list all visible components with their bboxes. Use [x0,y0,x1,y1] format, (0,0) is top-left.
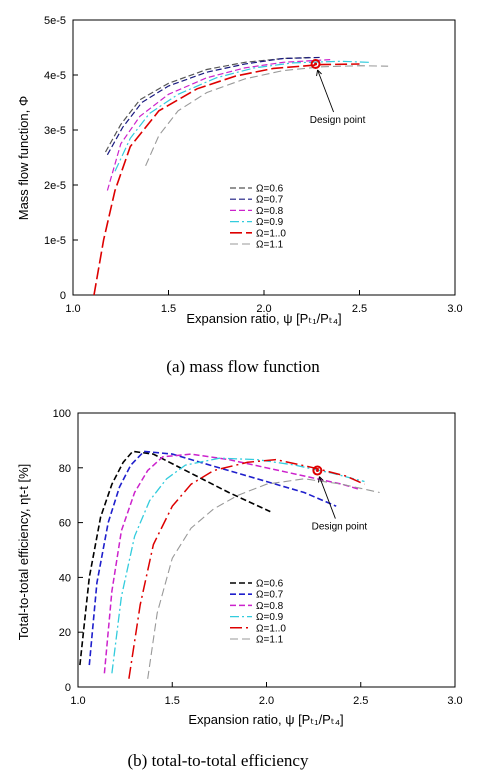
y-tick-label: 100 [53,408,71,420]
design-point-arrow [317,69,334,113]
series-lines [93,56,389,296]
y-tick-label: 3e-5 [44,125,66,137]
arrow-head [316,69,322,77]
design-point-arrow [318,476,336,519]
y-tick-label: 20 [59,627,71,639]
y-tick-label: 0 [60,290,66,302]
y-tick-label: 80 [59,463,71,475]
y-tick-label: 40 [59,572,71,584]
x-tick-label: 1.5 [161,303,176,315]
legend-label: Ω=1.1 [256,240,284,251]
series-line-0 [79,450,271,666]
legend-label: Ω=0.9 [256,217,284,228]
y-axis-label: Total-to-total efficiency, ηt-t [%] [16,464,31,641]
x-tick-label: 1.5 [165,695,180,707]
y-axis-ticks: 0 20 40 60 80 100 [53,408,83,694]
x-axis-label: Expansion ratio, ψ [Pₜ₁/Pₜ₄] [186,311,341,326]
series-line-3 [111,457,365,674]
series-line-5 [145,65,389,167]
legend-label: Ω=1.1 [256,635,284,646]
x-tick-label: 1.0 [70,695,85,707]
y-tick-label: 2e-5 [44,180,66,192]
legend: Ω=0.6Ω=0.7Ω=0.8Ω=0.9Ω=1..0Ω=1.1 [230,184,286,251]
series-line-0 [104,56,312,153]
x-axis-ticks: 1.0 1.5 2.0 2.5 3.0 [70,682,463,707]
x-tick-label: 1.0 [65,303,80,315]
design-point-dot [314,62,318,66]
y-axis-label: Mass flow function, Φ [16,96,31,221]
series-line-4 [128,458,365,679]
legend-label: Ω=0.7 [256,195,284,206]
x-tick-label: 2.5 [353,695,368,707]
design-point-label: Design point [310,115,366,126]
design-point-label: Design point [312,522,368,533]
design-point-annotation: Design point [312,465,368,533]
mass-flow-chart: 1.0 1.5 2.0 2.5 3.0 0 1e-5 2e-5 3e-5 4e-5 5e-5 Ω=… [16,15,463,376]
caption: (a) mass flow function [166,357,320,376]
x-axis-ticks: 1.0 1.5 2.0 2.5 3.0 [65,290,463,315]
legend-label: Ω=0.8 [256,206,284,217]
x-tick-label: 2.0 [256,303,271,315]
design-point-dot [315,469,319,473]
legend-label: Ω=0.6 [256,579,284,590]
series-line-1 [106,56,322,156]
legend-label: Ω=0.7 [256,590,284,601]
design-point-marker [312,465,323,476]
x-axis-label: Expansion ratio, ψ [Pₜ₁/Pₜ₄] [188,712,343,727]
x-tick-label: 3.0 [447,695,462,707]
legend-label: Ω=0.9 [256,612,284,623]
y-tick-label: 4e-5 [44,70,66,82]
y-axis-ticks: 0 1e-5 2e-5 3e-5 4e-5 5e-5 [44,15,78,302]
legend-label: Ω=0.8 [256,601,284,612]
y-tick-label: 0 [65,682,71,694]
legend-label: Ω=1..0 [256,228,286,239]
caption: (b) total-to-total efficiency [128,751,309,770]
legend-label: Ω=1..0 [256,623,286,634]
design-point-marker [310,59,321,69]
x-tick-label: 3.0 [447,303,462,315]
x-tick-label: 2.0 [259,695,274,707]
series-line-3 [114,60,370,172]
design-point-annotation: Design point [310,59,366,126]
series-line-2 [106,59,331,191]
series-line-4 [93,63,360,296]
y-tick-label: 5e-5 [44,15,66,27]
series-line-5 [147,478,380,679]
series-line-2 [103,453,362,674]
legend-label: Ω=0.6 [256,184,284,195]
series-lines [79,450,380,679]
y-tick-label: 1e-5 [44,235,66,247]
arrow-head [317,476,324,483]
legend: Ω=0.6Ω=0.7Ω=0.8Ω=0.9Ω=1..0Ω=1.1 [230,579,286,646]
x-tick-label: 2.5 [352,303,367,315]
y-tick-label: 60 [59,518,71,530]
